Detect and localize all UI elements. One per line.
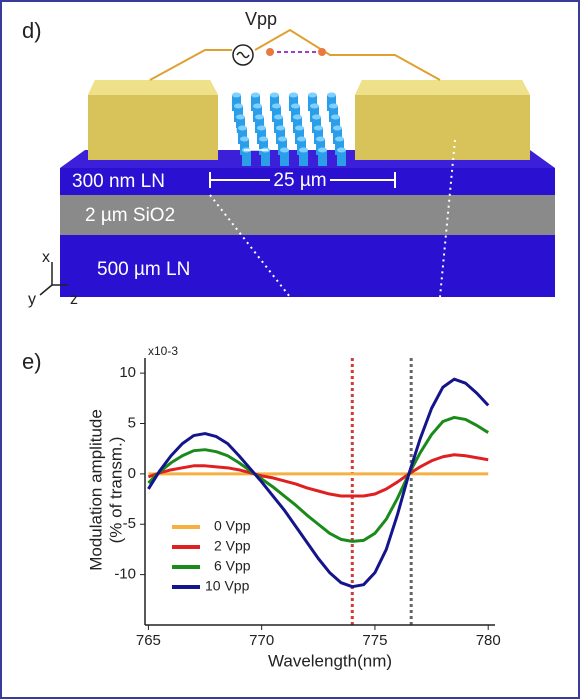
pillar-top: [331, 115, 340, 120]
pillar-top: [308, 93, 317, 98]
legend-label: 10 Vpp: [205, 578, 250, 594]
pillar-top: [318, 148, 327, 153]
pillar-dot: [266, 48, 274, 56]
axis-multiplier: x10-3: [148, 344, 178, 358]
pillar-top: [316, 137, 325, 142]
figure: d) Vpp 300 nm LN 25 µm 2 µm SiO2 500 µm …: [0, 0, 581, 700]
y-axis-label: Modulation amplitude: [86, 409, 105, 571]
page: d) Vpp 300 nm LN 25 µm 2 µm SiO2 500 µm …: [0, 0, 581, 700]
pillar-top: [327, 93, 336, 98]
layer-label: 300 nm LN: [72, 171, 165, 192]
pillar-top: [289, 93, 298, 98]
pillar-top: [257, 126, 266, 131]
x-tick-label: 770: [249, 632, 274, 649]
legend-label: 2 Vpp: [214, 538, 251, 554]
axis-name: y: [28, 291, 36, 308]
y-tick-label: 0: [128, 465, 136, 482]
panel-label: d): [22, 18, 42, 43]
y-tick-label: 10: [119, 364, 136, 381]
y-tick-label: -5: [123, 515, 136, 532]
layer-label: 500 µm LN: [97, 259, 190, 280]
x-tick-label: 775: [362, 632, 387, 649]
pillar-top: [276, 126, 285, 131]
x-tick-label: 780: [476, 632, 501, 649]
legend-label: 6 Vpp: [214, 558, 251, 574]
pillar-top: [299, 148, 308, 153]
panel-label: e): [22, 349, 42, 374]
pillar-top: [280, 148, 289, 153]
pillar-top: [270, 93, 279, 98]
x-tick-label: 765: [136, 632, 161, 649]
y-tick-label: -10: [114, 566, 136, 583]
width-label: 25 µm: [273, 170, 326, 191]
pillar-top: [255, 115, 264, 120]
pillar-top: [293, 115, 302, 120]
pillar-top: [335, 137, 344, 142]
pillar-top: [253, 104, 262, 109]
pillar-dot: [318, 48, 326, 56]
layer-label: 2 µm SiO2: [85, 205, 175, 226]
pillar-top: [312, 115, 321, 120]
pillar-top: [337, 148, 346, 153]
right-electrode-top: [355, 80, 530, 95]
pillar-top: [274, 115, 283, 120]
y-tick-label: 5: [128, 414, 136, 431]
pillar-top: [259, 137, 268, 142]
voltage-label: Vpp: [245, 9, 277, 29]
axis-name: x: [42, 249, 50, 266]
pillar-top: [232, 93, 241, 98]
pillar-top: [272, 104, 281, 109]
legend-label: 0 Vpp: [214, 518, 251, 534]
pillar-top: [234, 104, 243, 109]
x-axis-label: Wavelength(nm): [268, 651, 392, 670]
pillar-top: [238, 126, 247, 131]
pillar-top: [297, 137, 306, 142]
pillar-top: [310, 104, 319, 109]
pillar-top: [291, 104, 300, 109]
left-electrode-top: [88, 80, 218, 95]
pillar-top: [314, 126, 323, 131]
axis-name: z: [70, 291, 78, 308]
pillar-top: [329, 104, 338, 109]
pillar-top: [236, 115, 245, 120]
pillar-top: [333, 126, 342, 131]
pillar-top: [251, 93, 260, 98]
pillar-top: [278, 137, 287, 142]
pillar-top: [295, 126, 304, 131]
pillar-top: [240, 137, 249, 142]
